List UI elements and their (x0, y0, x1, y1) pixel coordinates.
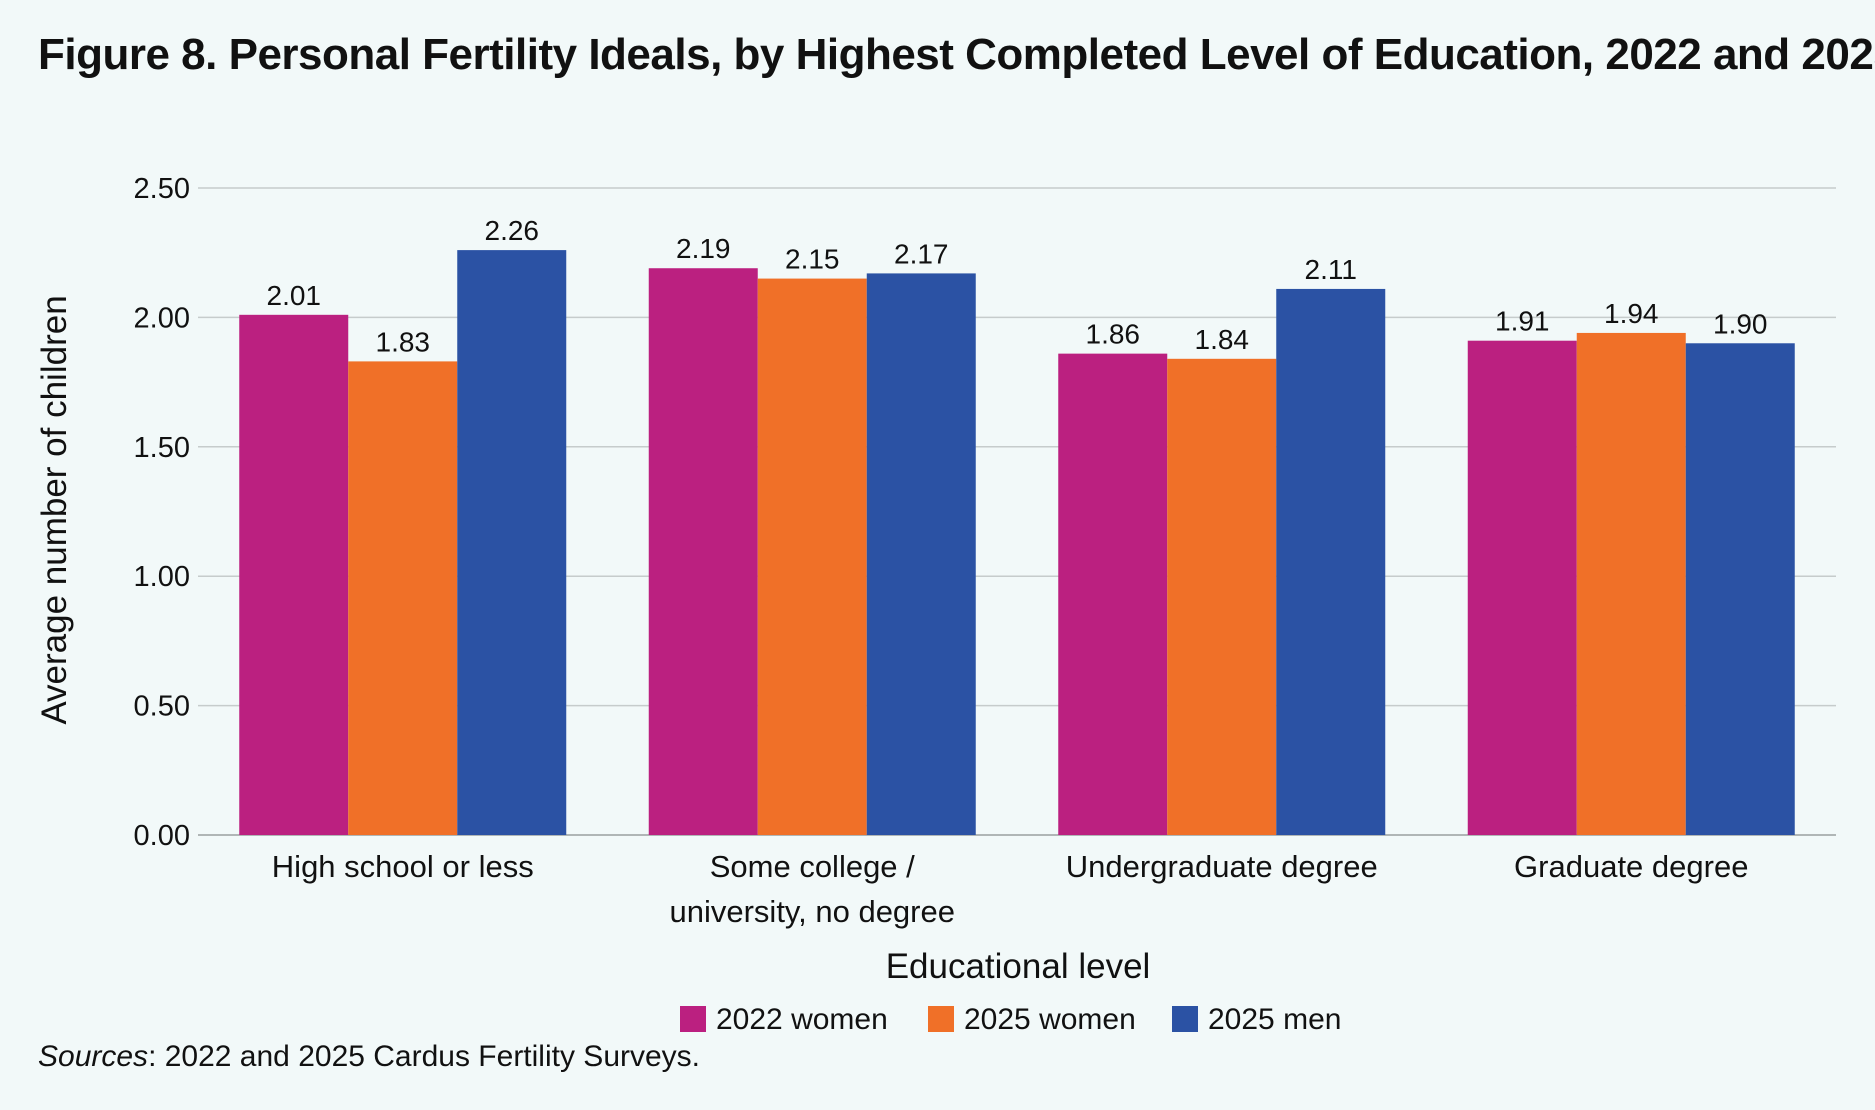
sources-text: : 2022 and 2025 Cardus Fertility Surveys… (148, 1040, 701, 1073)
x-tick-label: Undergraduate degree (1066, 849, 1378, 884)
data-label: 2.26 (485, 215, 540, 246)
x-axis-title: Educational level (886, 947, 1151, 986)
data-label: 2.11 (1305, 254, 1357, 285)
y-tick-label: 1.00 (134, 561, 190, 593)
bar (866, 273, 976, 835)
x-tick-label: Some college / (710, 849, 915, 884)
bar (239, 314, 349, 835)
data-label: 1.91 (1495, 306, 1550, 337)
sources-label: Sources (38, 1040, 149, 1073)
x-tick-label: university, no degree (670, 894, 955, 929)
legend-label: 2022 women (716, 1003, 888, 1036)
y-tick-label: 0.00 (134, 820, 190, 852)
x-tick-label: High school or less (272, 849, 534, 884)
bar (1685, 343, 1795, 835)
bar (1467, 340, 1577, 835)
x-tick-label: Graduate degree (1514, 849, 1748, 884)
y-tick-label: 0.50 (134, 691, 190, 723)
bar (1276, 288, 1386, 835)
data-label: 2.17 (894, 238, 949, 269)
legend-swatch (1172, 1006, 1198, 1032)
bar (757, 278, 867, 836)
chart-title: Figure 8. Personal Fertility Ideals, by … (38, 30, 1875, 79)
bar (457, 250, 567, 835)
y-tick-label: 2.50 (134, 173, 190, 205)
legend-label: 2025 men (1208, 1003, 1341, 1036)
data-label: 1.86 (1086, 319, 1141, 350)
data-label: 2.19 (676, 233, 731, 264)
data-label: 2.01 (267, 280, 322, 311)
legend-label: 2025 women (964, 1003, 1136, 1036)
y-axis-title: Average number of children (35, 295, 74, 724)
bar (648, 268, 758, 835)
data-label: 1.83 (376, 326, 431, 357)
bar (1576, 332, 1686, 835)
bar (1058, 353, 1168, 835)
y-tick-label: 1.50 (134, 432, 190, 464)
bar (348, 361, 458, 835)
data-label: 1.90 (1713, 308, 1768, 339)
y-tick-label: 2.00 (134, 302, 190, 334)
data-label: 2.15 (785, 244, 840, 275)
data-label: 1.84 (1195, 324, 1250, 355)
legend-swatch (680, 1006, 706, 1032)
sources-note: Sources: 2022 and 2025 Cardus Fertility … (38, 1040, 700, 1074)
legend-swatch (928, 1006, 954, 1032)
data-label: 1.94 (1604, 298, 1659, 329)
bar (1167, 358, 1277, 835)
